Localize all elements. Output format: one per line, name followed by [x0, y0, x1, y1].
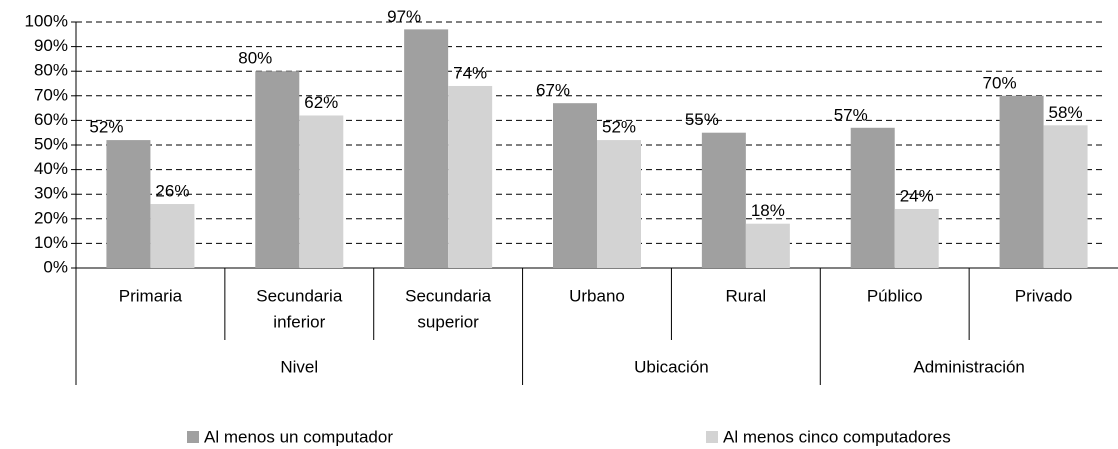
bar: [745, 223, 790, 268]
bar: [999, 95, 1044, 268]
group-label: Ubicación: [634, 357, 709, 376]
x-tick-label: superior: [417, 312, 479, 331]
value-label: 52%: [89, 118, 123, 137]
value-label: 70%: [983, 73, 1017, 92]
value-label: 52%: [602, 118, 636, 137]
x-tick-label: Secundaria: [256, 286, 343, 305]
y-tick-label: 100%: [25, 11, 68, 30]
value-label: 18%: [751, 201, 785, 220]
y-tick-label: 70%: [34, 85, 68, 104]
group-label: Nivel: [280, 357, 318, 376]
bar: [1043, 125, 1088, 268]
value-label: 97%: [387, 7, 421, 26]
y-tick-label: 90%: [34, 36, 68, 55]
value-label: 74%: [453, 63, 487, 82]
value-label: 24%: [900, 186, 934, 205]
value-label: 67%: [536, 81, 570, 100]
y-tick-label: 60%: [34, 110, 68, 129]
y-tick-label: 30%: [34, 184, 68, 203]
x-tick-label: Secundaria: [405, 286, 492, 305]
group-label: Administración: [913, 357, 1025, 376]
bar: [150, 204, 195, 268]
bar: [894, 208, 939, 268]
legend-swatch: [706, 431, 718, 443]
bar: [404, 29, 449, 268]
y-tick-label: 0%: [43, 257, 68, 276]
bar: [597, 140, 641, 268]
y-tick-label: 10%: [34, 233, 68, 252]
legend-label: Al menos cinco computadores: [723, 427, 951, 446]
x-tick-label: inferior: [273, 312, 325, 331]
bar: [448, 85, 493, 269]
y-tick-label: 40%: [34, 159, 68, 178]
legend-swatch: [187, 431, 199, 443]
x-tick-label: Rural: [726, 286, 767, 305]
y-tick-label: 80%: [34, 61, 68, 80]
value-label: 58%: [1049, 103, 1083, 122]
y-tick-label: 20%: [34, 208, 68, 227]
bar: [850, 127, 895, 268]
x-tick-label: Privado: [1015, 286, 1073, 305]
value-label: 26%: [155, 182, 189, 201]
bar: [553, 103, 597, 269]
x-tick-label: Público: [867, 286, 923, 305]
bar: [299, 115, 344, 268]
bar: [106, 140, 151, 268]
value-label: 80%: [238, 49, 272, 68]
y-tick-label: 50%: [34, 134, 68, 153]
value-label: 57%: [834, 105, 868, 124]
x-tick-label: Urbano: [569, 286, 625, 305]
x-tick-label: Primaria: [119, 286, 183, 305]
value-label: 62%: [304, 93, 338, 112]
bar: [701, 132, 746, 268]
value-label: 55%: [685, 110, 719, 129]
bar: [255, 71, 300, 268]
legend-label: Al menos un computador: [204, 427, 393, 446]
